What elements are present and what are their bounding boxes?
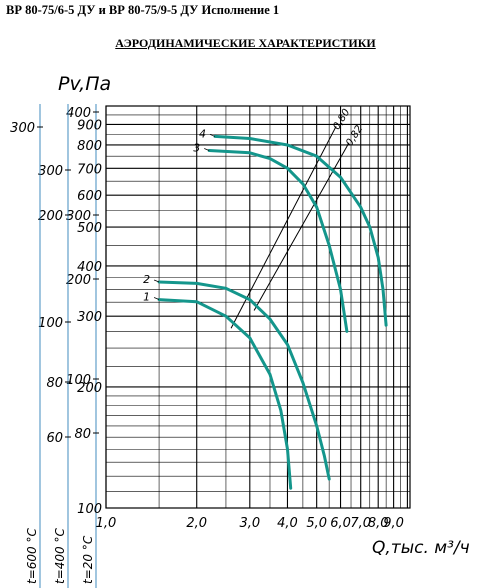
curve-leader <box>153 297 160 300</box>
curve-3 <box>207 149 349 333</box>
y-tick-label: 400 <box>77 260 102 275</box>
chart-grid <box>105 105 411 509</box>
x-axis-title: Q,тыс. м³/ч <box>372 538 470 558</box>
temperature-label: t=20 °C <box>81 535 95 584</box>
y-tick-label: 100 <box>77 502 102 517</box>
curve-leader <box>204 148 210 151</box>
curve-4 <box>213 134 388 327</box>
chart-subtitle: АЭРОДИНАМИЧЕСКИЕ ХАРАКТЕРИСТИКИ <box>115 36 376 50</box>
secondary-tick-label: 200 <box>38 209 63 224</box>
efficiency-lines: 0,800,82 <box>230 107 365 329</box>
curve-leader <box>209 134 216 137</box>
curve-1 <box>157 298 293 490</box>
x-tick-label: 4,0 <box>277 516 298 531</box>
x-tick-label: 5,0 <box>306 516 327 531</box>
efficiency-line <box>230 126 337 329</box>
secondary-tick-label: 100 <box>38 316 63 331</box>
y-tick-label: 600 <box>77 189 102 204</box>
temperature-label: t=400 °C <box>53 528 67 584</box>
y-tick-label: 500 <box>77 221 102 236</box>
curve-label-1: 1 <box>143 291 150 304</box>
curve-label-2: 2 <box>143 273 150 286</box>
secondary-tick-label: 300 <box>38 164 63 179</box>
efficiency-label: 0,80 <box>331 107 352 132</box>
x-tick-label: 6,0 <box>330 516 351 531</box>
y-axis-title: Pv,Па <box>58 73 111 95</box>
secondary-tick-label: 400 <box>66 106 91 121</box>
page-title: ВР 80-75/6-5 ДУ и ВР 80-75/9-5 ДУ Исполн… <box>6 3 280 17</box>
x-tick-label: 7,0 <box>350 516 371 531</box>
temperature-label: t=600 °C <box>25 528 39 584</box>
secondary-tick-label: 60 <box>46 431 63 446</box>
curve-2 <box>157 280 331 481</box>
secondary-tick-label: 300 <box>66 209 91 224</box>
x-tick-label: 9,0 <box>383 516 404 531</box>
curve-label-4: 4 <box>199 127 206 140</box>
y-tick-label: 300 <box>77 310 102 325</box>
y-tick-label: 200 <box>77 381 102 396</box>
x-tick-label: 3,0 <box>239 516 260 531</box>
y-tick-label: 700 <box>77 162 102 177</box>
secondary-tick-label: 300 <box>10 121 35 136</box>
x-tick-label: 2,0 <box>186 516 207 531</box>
y-tick-label: 800 <box>77 139 102 154</box>
fan-curves: 1 2 3 4 <box>143 127 388 490</box>
secondary-tick-label: 200 <box>66 273 91 288</box>
curve-leader <box>153 279 160 283</box>
secondary-tick-label: 100 <box>66 373 91 388</box>
curve-label-3: 3 <box>193 142 200 155</box>
y-tick-label: 900 <box>77 118 102 133</box>
x-tick-label: 1,0 <box>96 516 117 531</box>
x-tick-label: 8,0 <box>368 516 389 531</box>
secondary-tick-label: 80 <box>74 427 91 442</box>
secondary-tick-label: 80 <box>46 376 63 391</box>
